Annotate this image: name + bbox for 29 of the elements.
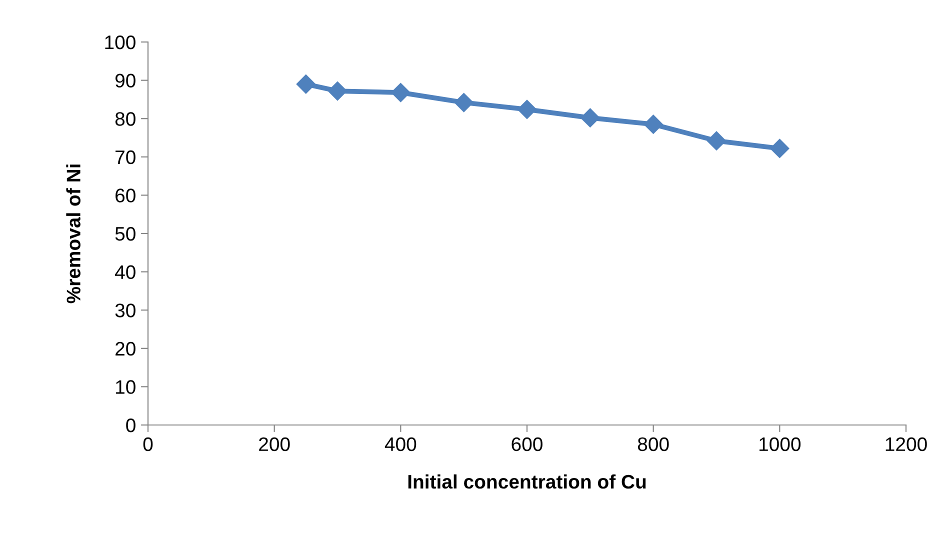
y-tick-label: 80 [115,112,136,126]
x-tick-label: 400 [384,437,416,452]
point [706,131,726,150]
point [391,83,410,102]
y-tick-label: 50 [115,226,136,241]
y-tick-label: 30 [115,304,136,318]
point [454,92,474,112]
x-axis-title: Initial concentration of Cu [408,474,646,489]
point [770,138,790,158]
y-tick-label: 100 [105,35,136,50]
point [580,108,600,128]
point [517,100,537,119]
y-tick-label: 90 [115,74,136,88]
point [644,114,663,134]
point [296,74,316,94]
point [328,81,348,101]
x-tick-label: 600 [512,437,542,452]
y-tick-label: 0 [126,418,136,432]
y-tick-label: 20 [116,342,136,356]
y-tick-label: 40 [115,265,136,280]
y-tick-label: 60 [116,188,136,202]
x-tick-label: 0 [143,437,153,452]
x-tick-label: 200 [259,437,290,452]
y-tick-label: 10 [116,380,136,394]
y-axis-title: %removal of Ni [66,164,80,304]
x-tick-label: 1200 [886,437,927,452]
y-tick-label: 70 [116,150,136,164]
x-tick-label: 800 [638,437,669,452]
x-tick-label: 1000 [760,437,801,452]
